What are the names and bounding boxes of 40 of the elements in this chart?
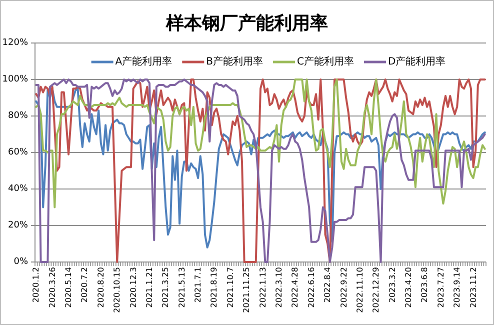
x-tick-label: 2021.8.19 bbox=[210, 267, 219, 308]
x-tick-label: 2023.4.20 bbox=[404, 267, 414, 308]
x-tick-label: 2021.5.13 bbox=[177, 267, 186, 308]
chart-title: 样本钢厂产能利用率 bbox=[165, 13, 328, 34]
y-tick-label: 40% bbox=[8, 184, 28, 194]
y-tick-label: 0% bbox=[14, 257, 28, 267]
x-tick-label: 2022.8.4 bbox=[323, 267, 332, 303]
x-tick-label: 2022.9.22 bbox=[339, 267, 348, 308]
x-tick-label: 2021.3.25 bbox=[161, 267, 170, 308]
x-tick-label: 2023.9.14 bbox=[452, 267, 462, 308]
y-tick-label: 60% bbox=[8, 148, 28, 158]
y-tick-label: 100% bbox=[2, 74, 28, 84]
x-tick-label: 2020.3.26 bbox=[48, 267, 57, 308]
x-tick-label: 2021.1.21 bbox=[144, 267, 154, 308]
x-tick-label: 2022.12.29 bbox=[372, 267, 381, 313]
x-tick-label: 2022.1.13 bbox=[258, 267, 268, 308]
legend-label: C产能利用率 bbox=[297, 56, 354, 68]
x-tick-label: 2020.12.3 bbox=[128, 267, 138, 308]
x-tick-label: 2020.5.14 bbox=[64, 267, 74, 308]
x-tick-label: 2020.8.20 bbox=[96, 267, 106, 308]
legend-label: B产能利用率 bbox=[206, 56, 264, 68]
x-tick-label: 2023.11.2 bbox=[468, 267, 478, 308]
x-tick-label: 2022.11.10 bbox=[355, 267, 364, 313]
x-tick-label: 2022.4.28 bbox=[290, 267, 300, 308]
x-tick-label: 2021.7.1 bbox=[194, 267, 203, 303]
x-tick-label: 2023.6.8 bbox=[420, 267, 430, 303]
y-tick-label: 80% bbox=[8, 111, 28, 121]
x-tick-label: 2022.3.10 bbox=[274, 267, 284, 308]
legend-label: A产能利用率 bbox=[115, 56, 172, 68]
x-tick-label: 2022.6.16 bbox=[306, 267, 316, 308]
x-tick-label: 2020.10.15 bbox=[112, 267, 122, 313]
x-tick-label: 2020.7.2 bbox=[80, 267, 90, 303]
x-tick-label: 2020.1.2 bbox=[32, 267, 41, 303]
y-tick-label: 120% bbox=[2, 38, 28, 48]
x-tick-label: 2023.7.27 bbox=[436, 267, 446, 308]
y-tick-label: 20% bbox=[8, 220, 28, 230]
x-tick-label: 2021.11.25 bbox=[242, 267, 252, 313]
x-tick-label: 2021.10.7 bbox=[226, 267, 235, 308]
x-tick-label: 2023.3.2 bbox=[388, 267, 397, 303]
legend-label: D产能利用率 bbox=[388, 56, 446, 68]
